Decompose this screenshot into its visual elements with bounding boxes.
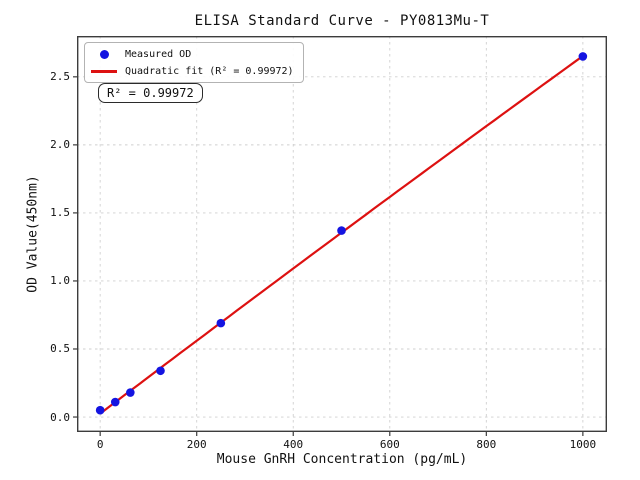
y-tick-label: 2.0 — [50, 138, 70, 152]
x-tick-label: 800 — [476, 438, 497, 451]
legend: Measured OD Quadratic fit (R² = 0.99972) — [84, 42, 304, 83]
x-tick-label: 0 — [96, 438, 104, 451]
legend-item-quadratic-fit: Quadratic fit (R² = 0.99972) — [91, 64, 294, 78]
r-squared-annotation: R² = 0.99972 — [98, 83, 203, 103]
y-tick-label: 0.5 — [50, 342, 70, 356]
plot-svg — [73, 35, 607, 436]
x-tick-label: 1000 — [569, 438, 597, 451]
legend-label-measured-od: Measured OD — [125, 48, 192, 60]
legend-marker-area — [91, 69, 117, 73]
y-tick-label: 2.5 — [50, 70, 70, 84]
scatter-dot-icon — [99, 49, 109, 59]
x-axis-label: Mouse GnRH Concentration (pg/mL) — [216, 452, 468, 467]
legend-marker-area — [91, 49, 117, 59]
x-tick-label: 400 — [283, 438, 304, 451]
y-tick-label: 0.0 — [50, 410, 70, 424]
chart-title: ELISA Standard Curve - PY0813Mu-T — [194, 13, 490, 29]
legend-item-measured-od: Measured OD — [91, 47, 294, 61]
y-tick-label: 1.0 — [50, 274, 70, 288]
plot-area: Measured OD Quadratic fit (R² = 0.99972)… — [73, 35, 607, 436]
x-tick-label: 200 — [186, 438, 207, 451]
legend-label-quadratic-fit: Quadratic fit (R² = 0.99972) — [125, 65, 294, 77]
y-tick-label: 1.5 — [50, 206, 70, 220]
fit-line-icon — [91, 69, 117, 73]
x-tick-label: 600 — [379, 438, 400, 451]
